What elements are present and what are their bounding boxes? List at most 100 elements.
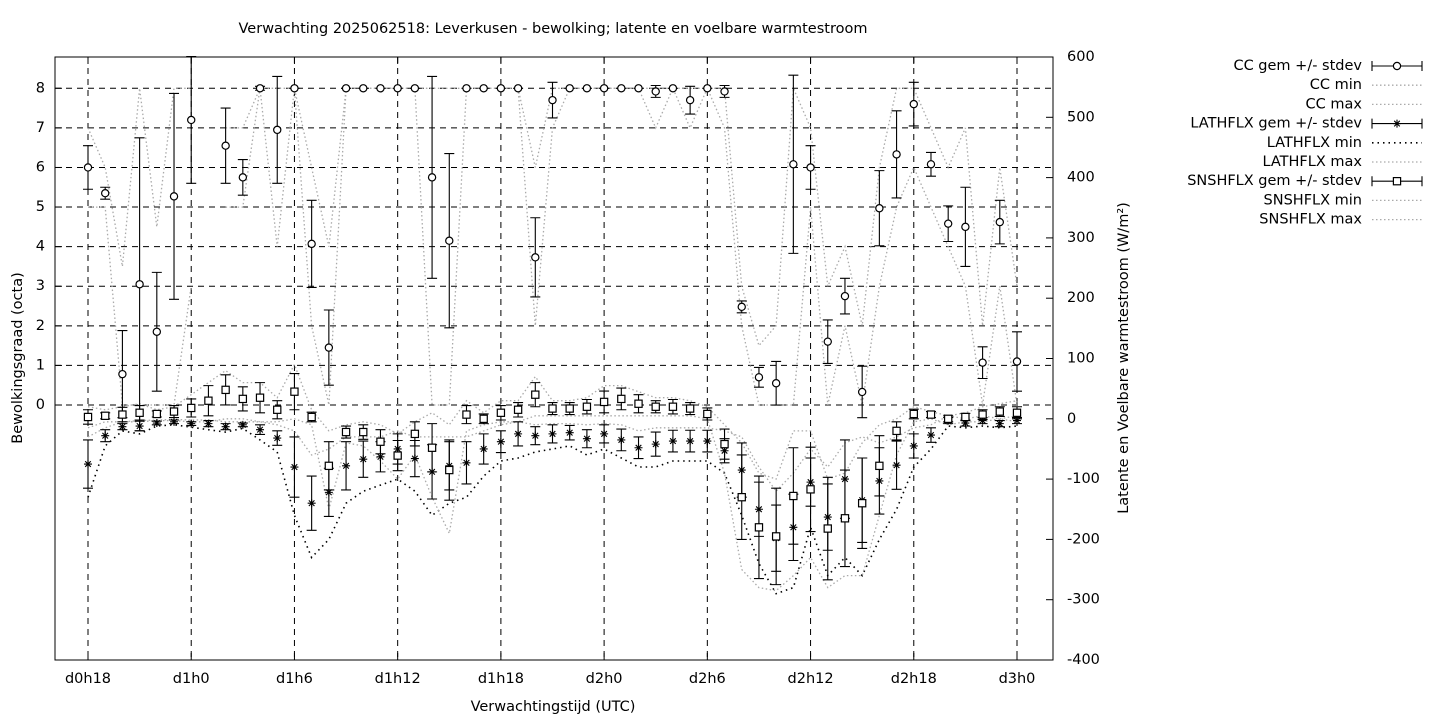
point-marker [307, 239, 316, 249]
point-marker [376, 437, 385, 446]
point-marker [324, 343, 334, 352]
point-marker [324, 488, 333, 497]
point-marker [961, 419, 970, 428]
point-marker [238, 173, 248, 182]
point-marker [926, 410, 936, 419]
point-marker [273, 405, 282, 414]
x-tick-label: d1h18 [478, 671, 524, 687]
legend-marker [1392, 177, 1402, 186]
point-marker [1012, 357, 1022, 366]
point-marker [565, 84, 574, 93]
point-marker [479, 84, 488, 93]
point-marker [651, 87, 660, 96]
point-marker [445, 465, 454, 475]
point-marker [376, 452, 385, 461]
point-marker [462, 84, 471, 93]
point-marker [1012, 408, 1022, 417]
point-marker [634, 399, 643, 408]
point-marker [376, 84, 385, 93]
y-tick-label: 4 [36, 239, 45, 255]
point-marker [599, 84, 609, 93]
point-marker [771, 532, 781, 541]
y2-axis-label: Latente en Voelbare warmtestroom (W/m²) [1116, 202, 1132, 514]
legend-entry: LATHFLX gem +/- stdev [1190, 116, 1423, 132]
legend-label: LATHFLX min [1267, 135, 1362, 151]
y2-tick-label: 100 [1067, 351, 1095, 367]
x-tick-label: d1h6 [276, 671, 313, 687]
point-marker [238, 420, 247, 429]
x-tick-label: d2h18 [891, 671, 937, 687]
point-marker [341, 84, 351, 93]
x-tick-label: d2h6 [689, 671, 726, 687]
point-marker [290, 387, 299, 396]
point-marker [359, 84, 368, 93]
point-marker [496, 84, 506, 93]
x-tick-label: d3h0 [999, 671, 1036, 687]
y2-tick-label: -200 [1067, 531, 1100, 547]
point-marker [651, 402, 660, 411]
point-marker [84, 460, 92, 469]
point-marker [307, 499, 316, 508]
legend-entry: CC max [1306, 96, 1422, 112]
point-marker [238, 394, 248, 404]
point-marker [1013, 416, 1021, 425]
legend-entry: CC gem +/- stdev [1233, 58, 1423, 74]
point-marker [427, 443, 437, 452]
range-line [87, 423, 1018, 595]
point-marker [668, 84, 678, 93]
point-marker [737, 492, 746, 502]
legend-entry: LATHFLX max [1262, 154, 1422, 170]
point-marker [651, 440, 660, 449]
point-marker [341, 427, 351, 437]
point-marker [118, 369, 127, 379]
point-marker [393, 84, 402, 93]
legend-marker [1393, 119, 1401, 128]
point-marker [771, 379, 781, 388]
point-marker [462, 410, 471, 419]
legend-entry: LATHFLX min [1267, 135, 1422, 151]
point-marker [634, 443, 643, 452]
y-tick-label: 8 [36, 80, 45, 96]
point-marker [943, 219, 953, 228]
point-marker [393, 451, 402, 460]
point-marker [857, 499, 867, 508]
point-marker [806, 163, 815, 172]
y-tick-label: 3 [36, 278, 45, 294]
point-marker [978, 416, 987, 425]
point-marker [187, 419, 196, 428]
point-marker [995, 419, 1004, 428]
y-tick-label: 7 [36, 120, 45, 136]
point-marker [840, 514, 850, 523]
point-marker [582, 402, 592, 411]
x-tick-label: d1h0 [173, 671, 210, 687]
point-marker [83, 163, 93, 172]
point-marker [703, 84, 712, 93]
point-marker [256, 425, 265, 434]
point-marker [83, 412, 93, 422]
point-marker [961, 222, 970, 232]
y2-tick-label: 300 [1067, 230, 1095, 246]
point-marker [857, 387, 867, 397]
y2-tick-label: -300 [1067, 592, 1100, 608]
point-marker [410, 84, 420, 93]
point-marker [118, 410, 127, 419]
y2-tick-label: -400 [1067, 652, 1100, 668]
y2-tick-label: 600 [1067, 49, 1095, 65]
point-marker [273, 434, 282, 443]
point-marker [410, 429, 420, 439]
point-marker [875, 461, 884, 471]
point-marker [995, 407, 1004, 416]
point-marker [445, 236, 454, 245]
point-marker [479, 444, 488, 453]
point-marker [892, 461, 901, 470]
point-marker [892, 426, 901, 436]
point-marker [599, 397, 609, 407]
point-marker [754, 523, 764, 532]
point-marker [617, 394, 626, 404]
point-marker [926, 431, 935, 440]
point-marker [496, 408, 506, 417]
point-marker [204, 396, 213, 405]
point-marker [307, 412, 316, 422]
legend-entry: SNSHFLX gem +/- stdev [1187, 173, 1423, 189]
